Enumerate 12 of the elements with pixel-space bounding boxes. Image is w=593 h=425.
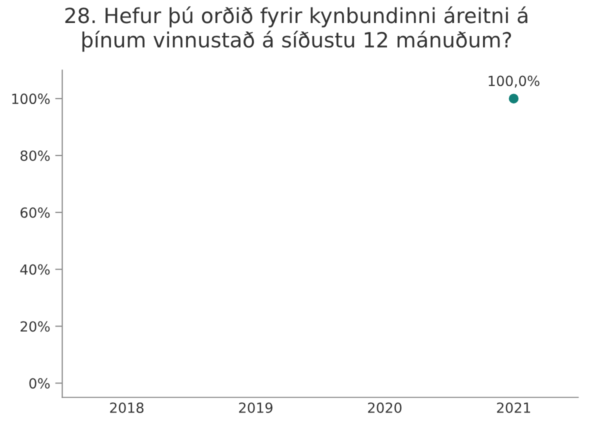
- y-tick-label: 80%: [20, 150, 50, 161]
- y-tick-label: 40%: [20, 264, 50, 275]
- y-tick-label: 60%: [20, 207, 50, 218]
- text: 100,0%: [488, 76, 540, 88]
- y-tick-label: 0%: [29, 378, 50, 389]
- y-tick-label: 100%: [12, 94, 50, 104]
- x-tick-label: 2021: [497, 402, 530, 413]
- y-tick-label: 20%: [20, 321, 50, 332]
- chart-title: 28. Hefur þú orðið fyrir kynbundinni áreitni á þínum vinnustað á síðustu 12 mánuðum?: [65, 6, 528, 52]
- x-tick-label: 2019: [239, 402, 272, 413]
- x-tick-label: 2020: [368, 402, 402, 413]
- x-tick-label: 2018: [110, 402, 144, 413]
